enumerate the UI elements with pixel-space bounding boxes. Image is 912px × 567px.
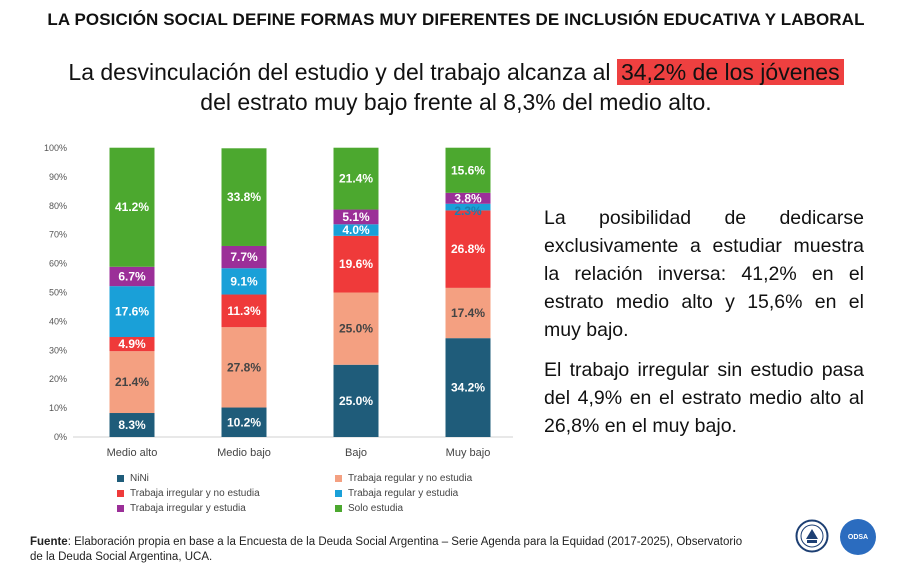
y-tick-label: 0%	[54, 432, 67, 442]
bar-segment	[445, 338, 491, 437]
data-label: 17.4%	[451, 306, 485, 320]
legend-swatch	[335, 489, 342, 497]
legend-item: Trabaja irregular y no estudia	[117, 487, 335, 499]
bar-segment	[333, 224, 379, 236]
notes-panel: La posibilidad de dedicarse exclusivamen…	[544, 204, 864, 452]
source-label: Fuente	[30, 536, 68, 548]
page-subtitle: La desvinculación del estudio y del trab…	[20, 57, 892, 117]
bar-segment	[333, 209, 379, 225]
bar-segment	[109, 147, 155, 267]
data-label: 17.6%	[115, 305, 149, 319]
subtitle-highlight: 34,2% de los jóvenes	[616, 59, 844, 85]
legend-swatch	[117, 504, 124, 512]
data-label: 11.3%	[227, 304, 261, 318]
data-label: 26.8%	[451, 242, 485, 256]
data-label: 27.8%	[227, 360, 261, 374]
y-tick-label: 90%	[49, 172, 67, 182]
data-label: 21.4%	[115, 375, 149, 389]
x-tick-label: Bajo	[345, 447, 367, 459]
legend-label: Trabaja regular y estudia	[348, 487, 459, 499]
data-label: 4.9%	[118, 337, 146, 351]
bar-segment	[221, 407, 267, 437]
legend-swatch	[335, 504, 342, 512]
data-label: 10.2%	[227, 415, 261, 429]
bar-segment	[109, 351, 155, 414]
legend-item: NiNi	[117, 472, 335, 484]
data-label: 8.3%	[118, 418, 146, 432]
legend-item: Trabaja irregular y estudia	[117, 502, 335, 514]
x-tick-label: Medio alto	[107, 447, 158, 459]
data-label: 2.3%	[454, 204, 482, 218]
bar-segment	[221, 294, 267, 328]
y-tick-label: 60%	[49, 259, 67, 269]
data-label: 34.2%	[451, 381, 485, 395]
data-label: 7.7%	[230, 250, 258, 264]
legend-swatch	[117, 474, 124, 482]
bar-segment	[221, 327, 267, 408]
bar-segment	[221, 245, 267, 269]
data-label: 19.6%	[339, 257, 373, 271]
y-tick-label: 80%	[49, 201, 67, 211]
source-note: Fuente: Elaboración propia en base a la …	[30, 535, 750, 565]
bar-segment	[445, 192, 491, 204]
bar-segment	[445, 210, 491, 288]
data-label: 33.8%	[227, 190, 261, 204]
data-label: 15.6%	[451, 163, 485, 177]
bar-segment	[109, 337, 155, 352]
y-tick-label: 40%	[49, 316, 67, 326]
page-title: LA POSICIÓN SOCIAL DEFINE FORMAS MUY DIF…	[47, 10, 865, 29]
bar-segment	[333, 292, 379, 365]
legend-label: NiNi	[130, 472, 149, 484]
note-paragraph-2: El trabajo irregular sin estudio pasa de…	[544, 359, 864, 437]
odsa-logo: ODSA	[840, 519, 876, 555]
data-label: 25.0%	[339, 322, 373, 336]
data-label: 9.1%	[230, 274, 258, 288]
data-label: 5.1%	[342, 210, 370, 224]
y-tick-label: 100%	[44, 143, 67, 153]
chart-legend: NiNi Trabaja regular y no estudia Trabaja …	[117, 472, 497, 514]
legend-label: Trabaja irregular y no estudia	[130, 487, 260, 499]
legend-item: Solo estudia	[335, 502, 515, 514]
bar-segment	[333, 235, 379, 293]
legend-swatch	[335, 474, 342, 482]
stacked-bar-chart: 0% 10% 20% 30% 40% 50% 60% 70% 80% 90% 100% 8.3% 21.…	[44, 143, 513, 459]
bar-segment	[445, 287, 491, 339]
data-label: 3.8%	[454, 191, 482, 205]
source-text: : Elaboración propia en base a la Encues…	[30, 536, 743, 563]
bar-segment	[221, 148, 267, 246]
legend-label: Solo estudia	[348, 502, 404, 514]
y-tick-label: 20%	[49, 374, 67, 384]
y-tick-label: 50%	[49, 288, 67, 298]
y-tick-label: 70%	[49, 230, 67, 240]
bar-segment	[221, 268, 267, 295]
data-label: 4.0%	[342, 223, 370, 237]
data-label: 21.4%	[339, 172, 373, 186]
data-label: 41.2%	[115, 200, 149, 214]
bar-segment	[109, 266, 155, 287]
bar-segment	[109, 413, 155, 437]
bar-segment	[333, 147, 379, 210]
bar-segment	[333, 364, 379, 437]
legend-label: Trabaja regular y no estudia	[348, 472, 473, 484]
data-label: 25.0%	[339, 394, 373, 408]
x-tick-label: Medio bajo	[217, 447, 271, 459]
data-label: 6.7%	[118, 269, 146, 283]
legend-label: Trabaja irregular y estudia	[130, 502, 246, 514]
legend-swatch	[117, 489, 124, 497]
y-tick-label: 30%	[49, 345, 67, 355]
subtitle-text-end: del estrato muy bajo frente al 8,3% del …	[200, 89, 712, 115]
legend-item: Trabaja regular y estudia	[335, 487, 515, 499]
uca-seal-logo	[795, 519, 829, 553]
subtitle-text-start: La desvinculación del estudio y del trab…	[68, 59, 617, 85]
x-tick-label: Muy bajo	[446, 447, 491, 459]
y-tick-label: 10%	[49, 403, 67, 413]
bar-segment	[445, 147, 491, 193]
bar-segment	[445, 203, 491, 211]
note-paragraph-1: La posibilidad de dedicarse exclusivamen…	[544, 207, 864, 341]
bar-segment	[109, 286, 155, 338]
legend-item: Trabaja regular y no estudia	[335, 472, 515, 484]
